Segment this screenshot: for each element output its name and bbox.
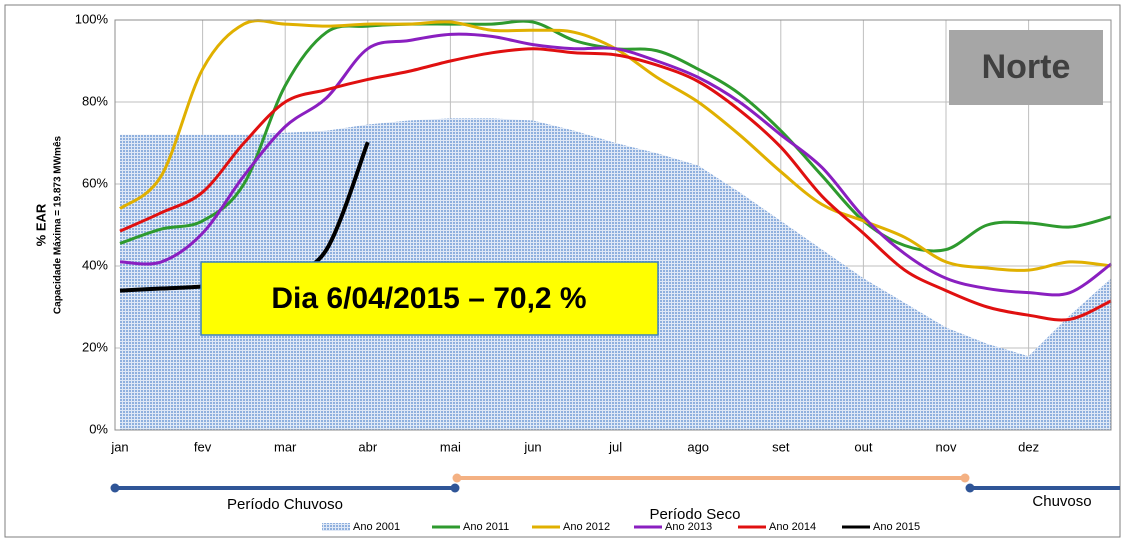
region-box bbox=[949, 30, 1103, 105]
y-axis-sublabel: Capacidade Máxima = 19.873 MWmês bbox=[53, 135, 64, 314]
y-tick-label: 20% bbox=[82, 339, 108, 354]
legend-label: Ano 2015 bbox=[873, 521, 920, 533]
period-dot bbox=[965, 483, 975, 493]
legend-swatch bbox=[322, 523, 350, 531]
x-tick-label: dez bbox=[1018, 439, 1039, 454]
annotation-box bbox=[200, 261, 659, 336]
x-tick-label: ago bbox=[687, 439, 709, 454]
legend-label: Ano 2013 bbox=[665, 521, 712, 533]
line bbox=[119, 47, 1112, 322]
period-dot bbox=[110, 483, 120, 493]
line bbox=[119, 32, 1113, 297]
frame bbox=[4, 4, 1121, 538]
annotation: Dia 6/04/2015 – 70,2 % bbox=[271, 282, 586, 315]
period-label: Período Seco bbox=[650, 506, 741, 523]
legend-label: Ano 2011 bbox=[463, 521, 509, 533]
y-tick-label: 40% bbox=[82, 257, 108, 272]
legend-label: Ano 2001 bbox=[353, 521, 400, 533]
y-tick-label: 80% bbox=[82, 93, 108, 108]
x-tick-label: nov bbox=[936, 439, 957, 454]
legend: Ano 2001 Ano 2011 Ano 2012 Ano 2013 Ano 2014… bbox=[322, 521, 920, 533]
legend-label: Ano 2012 bbox=[563, 521, 610, 533]
period-dot bbox=[450, 483, 460, 493]
period-label: Chuvoso bbox=[1032, 493, 1091, 510]
x-tick-label: fev bbox=[194, 439, 212, 454]
x-tick-label: abr bbox=[358, 439, 377, 454]
x-tick-label: jul bbox=[608, 439, 622, 454]
y-tick-label: 0% bbox=[89, 421, 108, 436]
period-label: Período Chuvoso bbox=[227, 496, 343, 513]
x-tick-label: mar bbox=[274, 439, 297, 454]
period-dot bbox=[960, 473, 970, 483]
y-tick-label: 60% bbox=[82, 175, 108, 190]
x-tick-label: mai bbox=[440, 439, 461, 454]
x-tick-label: out bbox=[854, 439, 872, 454]
x-tick-label: set bbox=[772, 439, 790, 454]
plot-border bbox=[114, 19, 1112, 431]
x-tick-label: jan bbox=[110, 439, 128, 454]
y-tick-label: 100% bbox=[75, 11, 109, 26]
y-axis-label: % EAR bbox=[33, 203, 48, 246]
period-dot bbox=[452, 473, 462, 483]
legend-label: Ano 2014 bbox=[769, 521, 816, 533]
region-label: Norte bbox=[982, 48, 1071, 86]
x-tick-label: jun bbox=[523, 439, 541, 454]
